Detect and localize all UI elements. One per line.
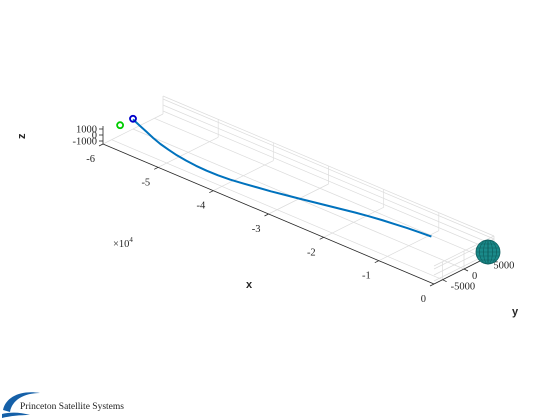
x-axis-exponent: ×104 bbox=[113, 236, 133, 250]
x-tick-label: -2 bbox=[307, 247, 316, 258]
series-lines bbox=[132, 118, 432, 238]
x-tick-label: -3 bbox=[252, 224, 261, 235]
z-tick-label: 1000 bbox=[76, 125, 97, 136]
earth-longitude-line bbox=[479, 239, 497, 265]
x-tick-label: -4 bbox=[197, 201, 206, 212]
logo-swoosh bbox=[3, 392, 40, 412]
earth-sphere bbox=[475, 239, 501, 265]
y-tick-label: 5000 bbox=[493, 260, 514, 271]
x-tick-label: -5 bbox=[141, 177, 150, 188]
x-tick-mark bbox=[429, 283, 435, 287]
x-tick-mark bbox=[98, 143, 104, 147]
logo-swoosh-tail bbox=[2, 412, 30, 418]
z-tick-label: -1000 bbox=[73, 137, 98, 148]
x-tick-mark bbox=[319, 236, 324, 240]
grid-line bbox=[111, 139, 443, 281]
y-tick-label: 0 bbox=[472, 271, 477, 282]
x-tick-label: -1 bbox=[362, 271, 371, 282]
y-axis-label: y bbox=[512, 306, 519, 318]
logo-text: Princeton Satellite Systems bbox=[20, 402, 124, 412]
trajectory-line bbox=[132, 118, 432, 238]
x-tick-mark bbox=[209, 190, 214, 194]
grid-line bbox=[162, 104, 495, 246]
grid-line bbox=[154, 117, 486, 259]
x-tick-label: 0 bbox=[421, 294, 426, 305]
x-tick-mark bbox=[264, 213, 269, 217]
trajectory-marker bbox=[129, 114, 137, 123]
x-tick-label: -6 bbox=[86, 154, 95, 165]
x-exponent-base: ×10 bbox=[113, 239, 129, 250]
y-tick-mark bbox=[442, 279, 447, 283]
x-tick-mark bbox=[374, 260, 379, 264]
grid-line bbox=[162, 95, 495, 237]
trajectory-marker bbox=[116, 121, 124, 130]
z-tick-label: 0 bbox=[92, 131, 97, 142]
axes bbox=[102, 126, 495, 285]
x-axis-label: x bbox=[246, 279, 253, 291]
markers bbox=[116, 114, 137, 130]
y-tick-label: -5000 bbox=[451, 282, 476, 293]
grid-lines bbox=[102, 95, 495, 285]
company-logo: Princeton Satellite Systems bbox=[2, 392, 124, 418]
grid-line bbox=[162, 110, 495, 252]
y-tick-mark bbox=[463, 268, 469, 272]
x-exponent-power: 4 bbox=[129, 236, 133, 244]
grid-line bbox=[162, 98, 495, 240]
z-axis-label: z bbox=[16, 133, 28, 139]
x-tick-mark bbox=[154, 166, 159, 170]
